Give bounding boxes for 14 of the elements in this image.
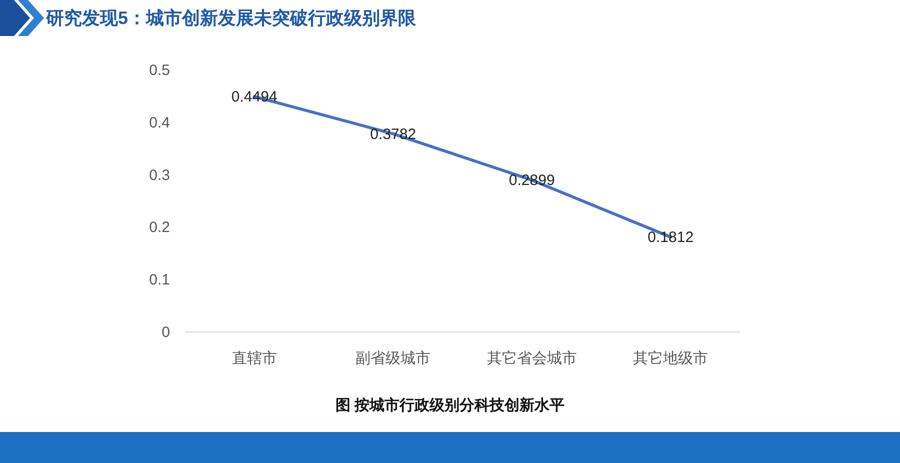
chart-title: 研究发现5：城市创新发展未突破行政级别界限 xyxy=(45,8,418,28)
text: 图 按城市行政级别分科技创新水平 xyxy=(335,396,565,414)
data-label: 0.4494 xyxy=(231,88,278,106)
x-tick-label: 其它省会城市 xyxy=(486,350,577,367)
y-tick-label: 0.1 xyxy=(149,272,170,289)
data-label: 0.1812 xyxy=(648,229,694,246)
y-tick-label: 0 xyxy=(162,324,170,341)
x-tick-label: 直辖市 xyxy=(232,350,277,367)
y-tick-label: 0.3 xyxy=(149,166,170,184)
y-tick-label: 0.2 xyxy=(149,219,170,236)
y-tick-label: 0.4 xyxy=(149,114,170,132)
y-tick-label: 0.5 xyxy=(149,62,170,79)
x-tick-label: 其它地级市 xyxy=(633,350,708,367)
x-tick-label: 副省级城市 xyxy=(356,350,431,367)
